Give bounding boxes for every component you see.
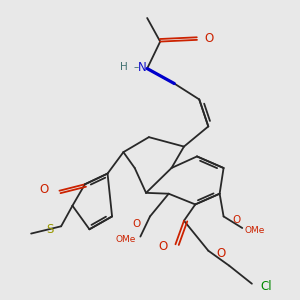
Text: Cl: Cl <box>260 280 272 293</box>
Text: OMe: OMe <box>244 226 265 235</box>
Text: H: H <box>119 62 127 72</box>
Text: O: O <box>133 219 141 229</box>
Text: –: – <box>133 62 139 72</box>
Text: O: O <box>158 240 168 253</box>
Text: O: O <box>232 215 241 225</box>
Text: N: N <box>138 61 147 74</box>
Text: O: O <box>216 247 225 260</box>
Text: S: S <box>46 223 53 236</box>
Text: O: O <box>40 183 49 196</box>
Text: OMe: OMe <box>116 236 136 244</box>
Text: O: O <box>205 32 214 45</box>
